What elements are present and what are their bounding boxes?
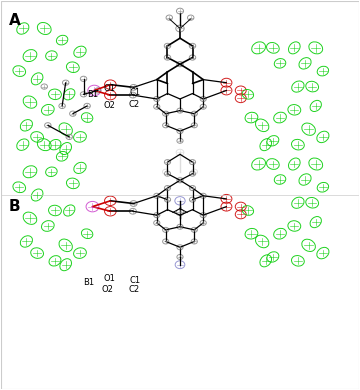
- Text: O2: O2: [102, 285, 113, 294]
- Text: B1: B1: [84, 278, 95, 287]
- Text: O1: O1: [103, 84, 115, 93]
- Text: O2: O2: [103, 101, 115, 110]
- Text: C2: C2: [128, 99, 139, 108]
- Text: A: A: [9, 13, 20, 28]
- Text: C1: C1: [130, 88, 141, 97]
- Text: C1: C1: [130, 276, 141, 285]
- Text: B1: B1: [87, 90, 98, 99]
- Text: B: B: [9, 199, 20, 214]
- Text: O1: O1: [103, 274, 115, 283]
- Text: C2: C2: [128, 285, 139, 294]
